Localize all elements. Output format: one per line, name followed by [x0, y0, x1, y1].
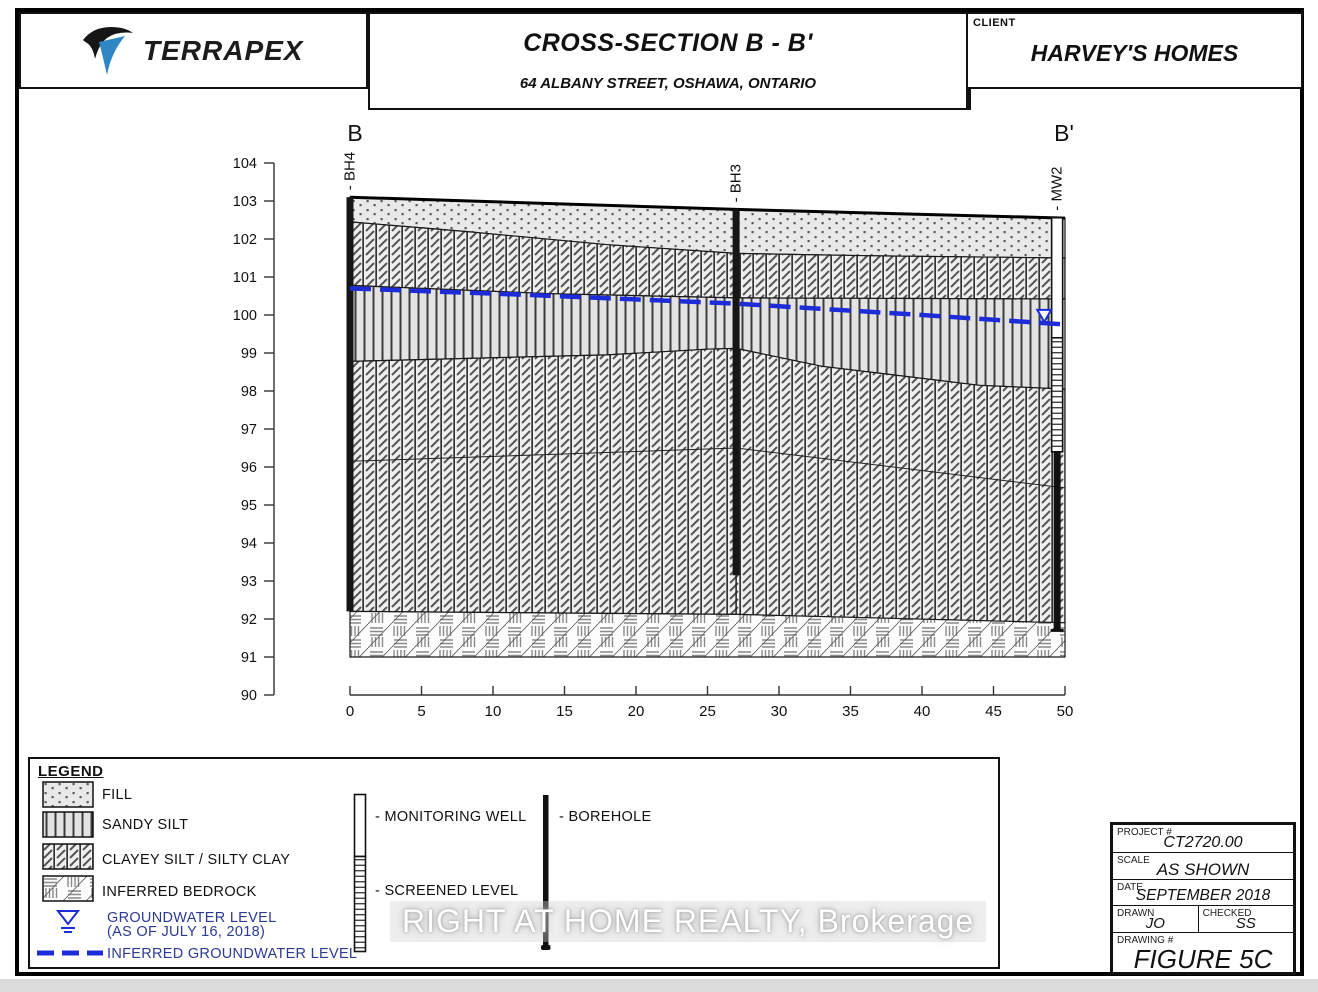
elevation-tick-label: 99 — [241, 346, 257, 362]
sheet-subtitle: 64 ALBANY STREET, OSHAWA, ONTARIO — [519, 75, 817, 92]
sandy-silt-swatch-icon — [42, 811, 94, 838]
clayey-silt-swatch-icon — [42, 843, 94, 870]
title-block-scale-row: SCALE AS SHOWN — [1113, 853, 1293, 880]
elevation-tick-label: 101 — [233, 270, 257, 286]
well-casing-MW2 — [1050, 216, 1064, 339]
client-name: HARVEY'S HOMES — [1030, 40, 1239, 66]
elevation-tick-label: 98 — [241, 384, 257, 400]
distance-tick-label: 25 — [699, 703, 716, 720]
date-label: DATE — [1117, 882, 1143, 893]
drawn-label: DRAWN — [1117, 908, 1155, 919]
legend: LEGEND FILL SANDY SILT CLAYEY SILT / SIL… — [28, 757, 1000, 969]
scale-value: AS SHOWN — [1156, 860, 1250, 879]
layer-clayey-silt-lower — [349, 347, 1066, 624]
drawn-value: JO — [1145, 915, 1165, 932]
well-sump-MW2 — [1053, 451, 1061, 631]
legend-item-fill: FILL — [102, 787, 133, 803]
section-end-label-right: B' — [1054, 120, 1074, 146]
borehole-label-BH3: - BH3 — [728, 164, 745, 202]
client-box-divider — [968, 89, 971, 110]
distance-tick-label: 35 — [842, 703, 859, 720]
drawing-number: FIGURE 5C — [1133, 944, 1273, 974]
fill-swatch-icon — [42, 781, 94, 808]
groundwater-level-label: GROUNDWATER LEVEL — [107, 910, 277, 926]
drawing-label: DRAWING # — [1117, 935, 1174, 946]
elevation-tick-label: 100 — [233, 308, 257, 324]
title-block: PROJECT # CT2720.00 SCALE AS SHOWN DATE … — [1110, 822, 1296, 975]
distance-tick-label: 15 — [556, 703, 573, 720]
terrapex-logo-icon — [83, 26, 133, 75]
distance-tick-label: 10 — [485, 703, 502, 720]
elevation-tick-label: 96 — [241, 460, 257, 476]
legend-heading: LEGEND — [38, 763, 104, 780]
groundwater-level-icon — [55, 910, 81, 933]
borehole-label-MW2: - MW2 — [1049, 167, 1066, 211]
distance-tick-label: 5 — [417, 703, 425, 720]
borehole-BH3 — [732, 209, 740, 576]
monitoring-well-icon — [353, 793, 367, 953]
elevation-tick-label: 93 — [241, 574, 257, 590]
logo-box: TERRAPEX — [19, 12, 368, 89]
borehole-icon — [541, 795, 551, 950]
inferred-bedrock-swatch-icon — [42, 875, 94, 902]
title-block-project-row: PROJECT # CT2720.00 — [1113, 825, 1293, 853]
borehole-legend-label: - BOREHOLE — [559, 809, 652, 825]
inferred-groundwater-label: INFERRED GROUNDWATER LEVEL — [107, 946, 358, 962]
client-label: CLIENT — [973, 17, 1016, 29]
distance-tick-label: 0 — [346, 703, 354, 720]
groundwater-level-symbol — [1035, 308, 1054, 324]
checked-value: SS — [1235, 915, 1256, 932]
title-block-drawn-row: DRAWN JO CHECKED SS — [1113, 906, 1293, 933]
inferred-groundwater-icon — [37, 950, 103, 956]
section-end-label-left: B — [347, 120, 362, 146]
elevation-tick-label: 104 — [233, 156, 257, 172]
distance-tick-label: 50 — [1057, 703, 1074, 720]
elevation-tick-label: 102 — [233, 232, 257, 248]
project-label: PROJECT # — [1117, 827, 1172, 838]
screened-level-label: - SCREENED LEVEL — [375, 883, 519, 899]
checked-label: CHECKED — [1202, 908, 1252, 919]
scale-label: SCALE — [1117, 855, 1150, 866]
legend-item-inferred-bedrock: INFERRED BEDROCK — [102, 884, 257, 900]
groundwater-level-date: (AS OF JULY 16, 2018) — [107, 924, 266, 940]
checked-cell: CHECKED SS — [1197, 906, 1293, 932]
date-value: SEPTEMBER 2018 — [1135, 887, 1271, 904]
legend-item-sandy-silt: SANDY SILT — [102, 817, 189, 833]
elevation-tick-label: 90 — [241, 688, 257, 704]
client-box: CLIENT HARVEY'S HOMES — [968, 12, 1303, 89]
sheet-title: CROSS-SECTION B - B' — [523, 29, 813, 57]
title-block-drawing-row: DRAWING # FIGURE 5C — [1113, 933, 1293, 975]
title-block-date-row: DATE SEPTEMBER 2018 — [1113, 880, 1293, 906]
sheet-border — [15, 8, 1304, 976]
elevation-tick-label: 97 — [241, 422, 257, 438]
watermark: RIGHT AT HOME REALTY, Brokerage — [390, 901, 987, 942]
elevation-tick-label: 103 — [233, 194, 257, 210]
elevation-tick-label: 92 — [241, 612, 257, 628]
title-box: CROSS-SECTION B - B' 64 ALBANY STREET, O… — [368, 12, 968, 110]
monitoring-well-label: - MONITORING WELL — [375, 809, 527, 825]
project-number: CT2720.00 — [1163, 834, 1243, 851]
elevation-tick-label: 94 — [241, 536, 257, 552]
well-screen-MW2 — [1050, 336, 1064, 453]
logo-text: TERRAPEX — [143, 34, 304, 66]
layer-inferred-bedrock — [349, 610, 1066, 658]
distance-tick-label: 30 — [771, 703, 788, 720]
elevation-tick-label: 91 — [241, 650, 257, 666]
borehole-BH4 — [346, 197, 354, 612]
distance-tick-label: 40 — [914, 703, 931, 720]
inferred-groundwater-line — [349, 286, 1066, 327]
distance-tick-label: 20 — [628, 703, 645, 720]
legend-item-clayey-silt: CLAYEY SILT / SILTY CLAY — [102, 852, 291, 868]
drawn-cell: DRAWN JO — [1113, 906, 1198, 932]
elevation-tick-label: 95 — [241, 498, 257, 514]
distance-tick-label: 45 — [985, 703, 1002, 720]
scan-edge — [0, 979, 1318, 992]
borehole-label-BH4: - BH4 — [342, 152, 359, 190]
